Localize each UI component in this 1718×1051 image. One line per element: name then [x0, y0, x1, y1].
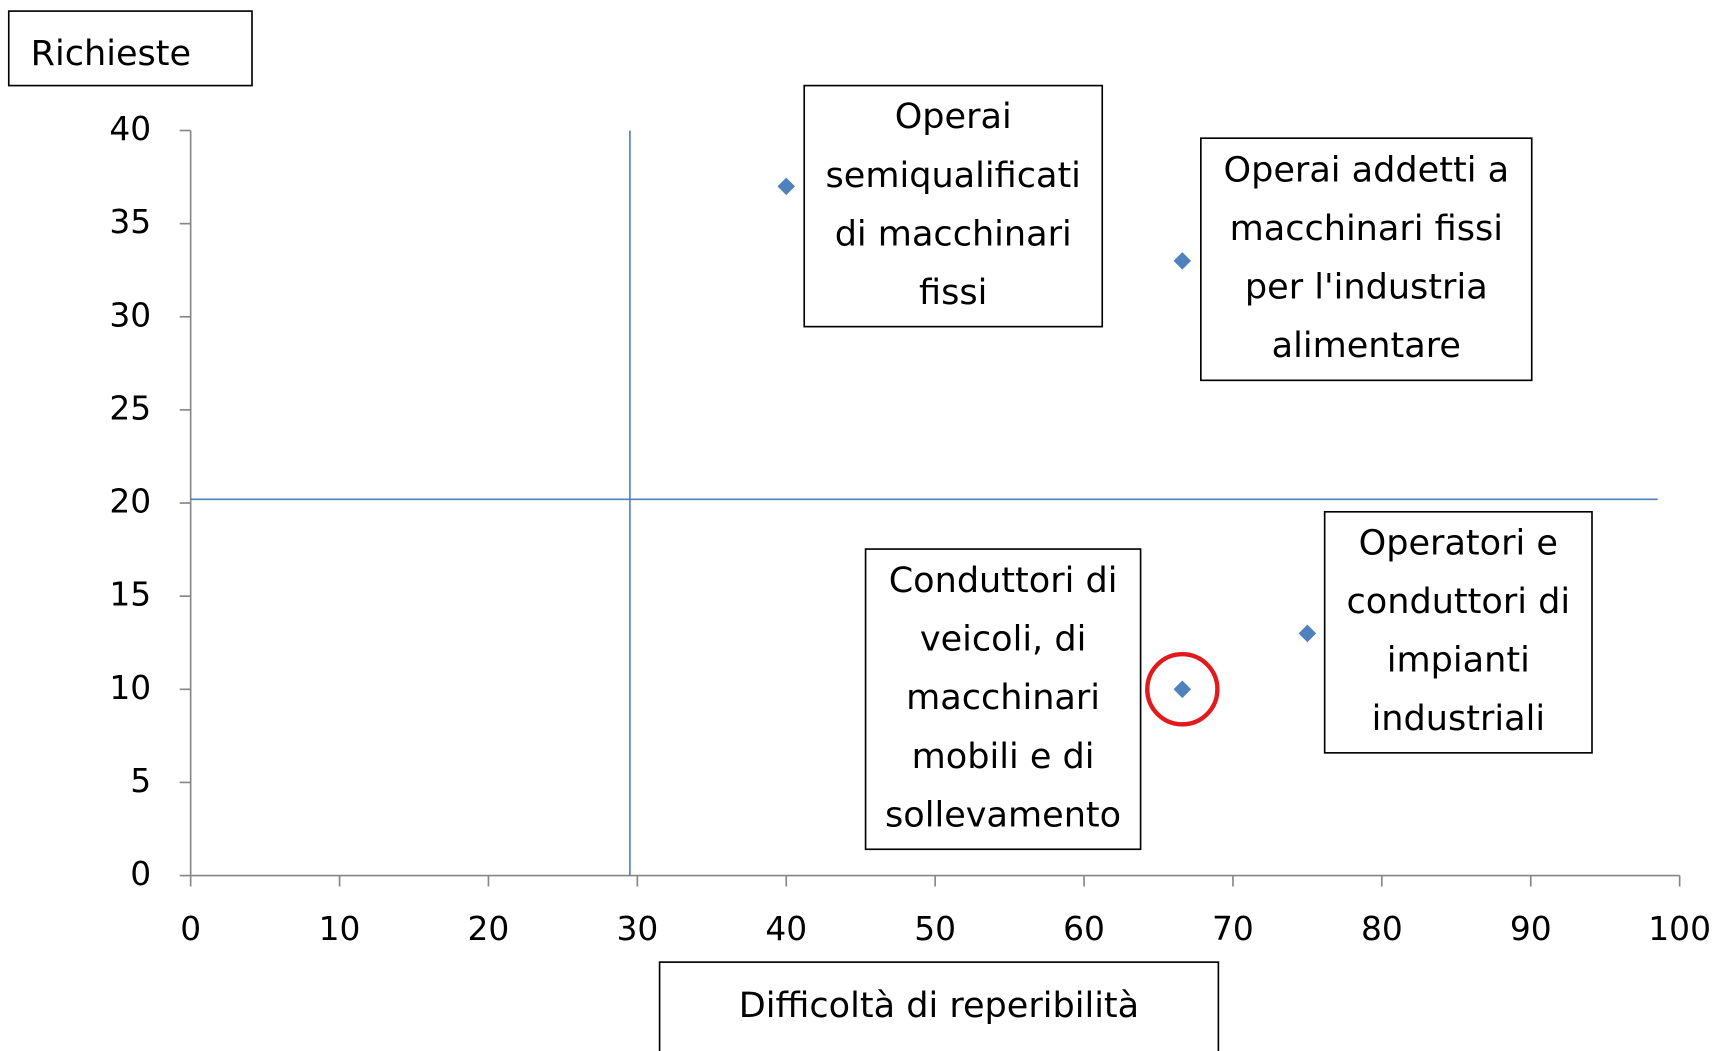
point [1173, 680, 1192, 699]
x-tick-label: 90 [1510, 909, 1552, 948]
x-tick-label: 30 [616, 909, 658, 948]
y-tick-label: 0 [130, 854, 151, 893]
point-label: veicoli, di [920, 619, 1087, 660]
y-tick-label: 20 [109, 482, 151, 521]
point-label: mobili e di [912, 736, 1095, 777]
point-label: Operatori e [1359, 522, 1558, 563]
point-label: conduttori di [1347, 581, 1571, 622]
label-box [1323, 510, 1593, 754]
highlight-circle [1145, 652, 1220, 727]
y-tick-label: 30 [109, 295, 151, 334]
x-tick-label: 10 [319, 909, 361, 948]
y-title-box [7, 10, 253, 87]
x-tick-label: 20 [468, 909, 510, 948]
point-label: di macchinari [835, 213, 1072, 254]
y-tick-label: 40 [109, 109, 151, 148]
x-tick-label: 80 [1361, 909, 1403, 948]
point-label: alimentare [1272, 325, 1461, 366]
point-label: impianti [1387, 640, 1530, 681]
label-box [1200, 137, 1533, 382]
label-box [864, 548, 1142, 851]
y-tick-label: 35 [109, 202, 151, 241]
x-tick-label: 50 [914, 909, 956, 948]
point-label: macchinari fissi [1230, 208, 1503, 249]
x-tick-label: 60 [1063, 909, 1105, 948]
x-tick-label: 40 [765, 909, 807, 948]
y-tick-label: 5 [130, 761, 151, 800]
x-tick-label: 70 [1212, 909, 1254, 948]
point [1298, 624, 1317, 643]
point-label: Operai addetti a [1224, 149, 1510, 190]
y-tick-label: 10 [109, 668, 151, 707]
y-tick-label: 25 [109, 388, 151, 427]
point-label: Operai [895, 96, 1012, 137]
point-label: Conduttori di [889, 560, 1118, 601]
point-label: macchinari [906, 677, 1100, 718]
label-box [803, 84, 1104, 328]
x-tick-label: 100 [1648, 909, 1711, 948]
point [777, 177, 796, 196]
point-label: industriali [1372, 698, 1546, 739]
point-label: per l'industria [1245, 267, 1488, 308]
x-tick-label: 0 [180, 909, 201, 948]
point-label: sollevamento [885, 794, 1121, 835]
x-title-box [658, 961, 1220, 1051]
y-axis-title: Richieste [31, 33, 191, 74]
x-axis-title: Difficoltà di reperibilità [739, 985, 1139, 1026]
y-tick-label: 15 [109, 575, 151, 614]
point-label: fissi [919, 272, 987, 313]
point [1173, 252, 1192, 270]
point-label: semiqualificati [826, 155, 1081, 196]
